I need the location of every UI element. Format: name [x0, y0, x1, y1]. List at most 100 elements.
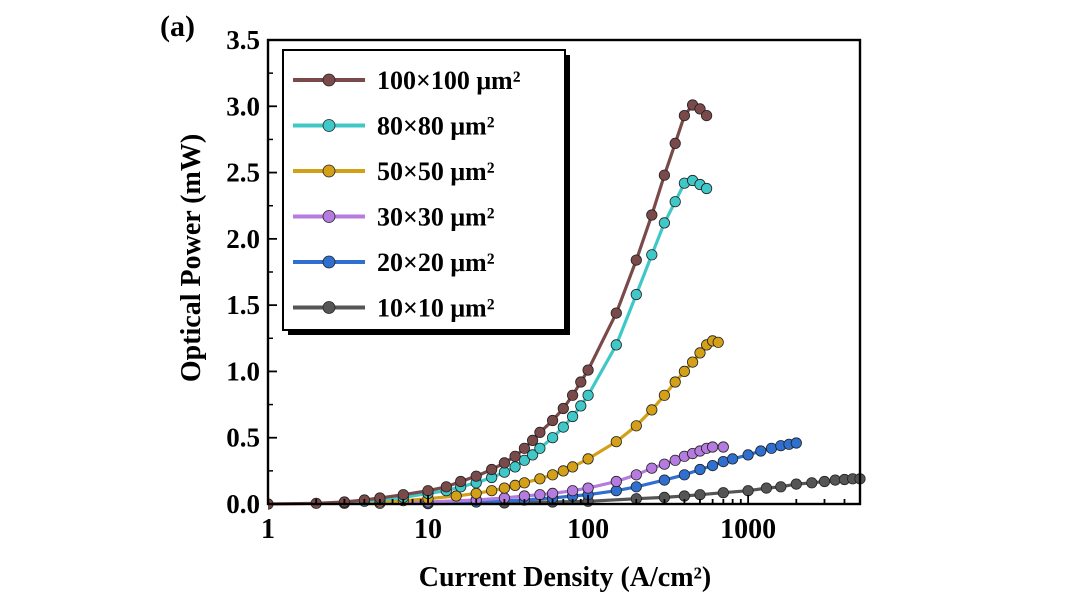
- legend-swatch-marker: [322, 73, 336, 87]
- data-point: [518, 454, 531, 466]
- data-point: [717, 441, 729, 453]
- legend-entry: 20×20 μm²: [293, 248, 495, 277]
- legend-label: 80×80 μm²: [377, 112, 495, 141]
- data-point: [450, 490, 462, 502]
- legend-swatch-marker: [322, 210, 336, 223]
- data-point: [630, 288, 642, 301]
- data-point: [498, 466, 510, 478]
- data-point: [582, 364, 594, 376]
- data-point: [630, 420, 642, 432]
- data-point: [706, 459, 719, 472]
- data-point: [829, 474, 841, 486]
- data-point: [694, 489, 706, 501]
- data-point: [470, 470, 482, 482]
- data-point: [694, 347, 706, 359]
- x-tick-label: 10: [414, 514, 442, 545]
- legend-entry: 80×80 μm²: [293, 112, 495, 141]
- data-point: [566, 410, 579, 423]
- data-point: [509, 450, 521, 462]
- data-point: [610, 475, 622, 488]
- legend: 100×100 μm² 80×80 μm² 50×50 μm² 30×30 μm² 20…: [282, 49, 570, 335]
- data-point: [818, 475, 831, 488]
- legend-swatch-marker: [322, 119, 336, 132]
- panel-label: (a): [160, 10, 195, 43]
- axes: 1 10 100 1000 0.0 0.5 1.0 1.5 2.0 2.5 3.0 3.5: [226, 25, 862, 545]
- data-point: [694, 463, 706, 476]
- data-point: [582, 389, 594, 401]
- x-tick-label: 1000: [720, 514, 776, 545]
- x-tick-label: 1: [261, 514, 275, 545]
- data-point: [669, 137, 681, 149]
- data-point: [700, 182, 713, 195]
- data-point: [658, 458, 671, 470]
- data-point: [566, 389, 579, 401]
- legend-entry: 100×100 μm²: [293, 66, 521, 95]
- data-point: [566, 485, 579, 497]
- data-point: [546, 487, 559, 499]
- y-tick-label: 0.0: [226, 489, 260, 519]
- data-point: [658, 169, 671, 181]
- data-point: [658, 389, 671, 401]
- data-point: [534, 426, 546, 438]
- data-point: [790, 478, 802, 490]
- y-axis-title: Optical Power (mW): [176, 134, 207, 382]
- data-point: [742, 485, 754, 497]
- data-point: [712, 336, 724, 348]
- legend-swatch-marker: [322, 255, 336, 269]
- data-point: [700, 110, 713, 122]
- data-point: [534, 489, 546, 501]
- data-point: [760, 482, 773, 494]
- legend-label: 100×100 μm²: [377, 66, 521, 95]
- data-point: [610, 436, 622, 448]
- data-point: [610, 307, 622, 319]
- data-point: [755, 445, 767, 457]
- y-tick-label: 1.5: [226, 290, 260, 320]
- data-point: [706, 441, 719, 453]
- data-point: [646, 404, 658, 416]
- data-point: [742, 449, 754, 461]
- data-point: [422, 485, 434, 497]
- data-point: [509, 461, 521, 473]
- data-point: [566, 461, 579, 473]
- legend-swatch-marker: [322, 301, 336, 314]
- series-2: [338, 335, 724, 509]
- legend-label: 20×20 μm²: [377, 248, 495, 277]
- data-point: [486, 485, 498, 497]
- data-point: [534, 442, 546, 454]
- legend-box: [282, 49, 566, 331]
- data-point: [546, 432, 559, 444]
- data-point: [518, 477, 531, 489]
- data-point: [526, 434, 539, 446]
- x-axis-title: Current Density (A/cm²): [419, 562, 711, 593]
- data-point: [775, 481, 787, 493]
- data-point: [546, 414, 559, 427]
- data-point: [575, 376, 587, 388]
- data-point: [678, 365, 691, 377]
- y-tick-label: 3.5: [226, 25, 260, 55]
- data-point: [630, 481, 642, 493]
- data-point: [582, 482, 594, 494]
- data-point: [646, 249, 658, 261]
- data-point: [669, 196, 681, 208]
- data-point: [546, 469, 559, 481]
- data-point: [509, 479, 521, 491]
- data-point: [440, 481, 452, 493]
- data-point: [557, 465, 569, 477]
- data-point: [717, 487, 729, 499]
- y-tick-label: 0.5: [226, 423, 260, 453]
- data-point: [518, 442, 531, 454]
- data-point: [678, 469, 691, 481]
- data-point: [534, 473, 546, 485]
- y-tick-label: 2.0: [226, 224, 260, 254]
- data-point: [658, 217, 671, 229]
- data-point: [658, 474, 671, 486]
- data-point: [526, 449, 539, 461]
- legend-label: 30×30 μm²: [377, 203, 495, 232]
- data-point: [498, 482, 510, 494]
- data-point: [765, 442, 778, 454]
- data-point: [646, 462, 658, 474]
- legend-swatch-marker: [322, 164, 336, 178]
- data-point: [455, 475, 467, 488]
- data-point: [557, 402, 569, 415]
